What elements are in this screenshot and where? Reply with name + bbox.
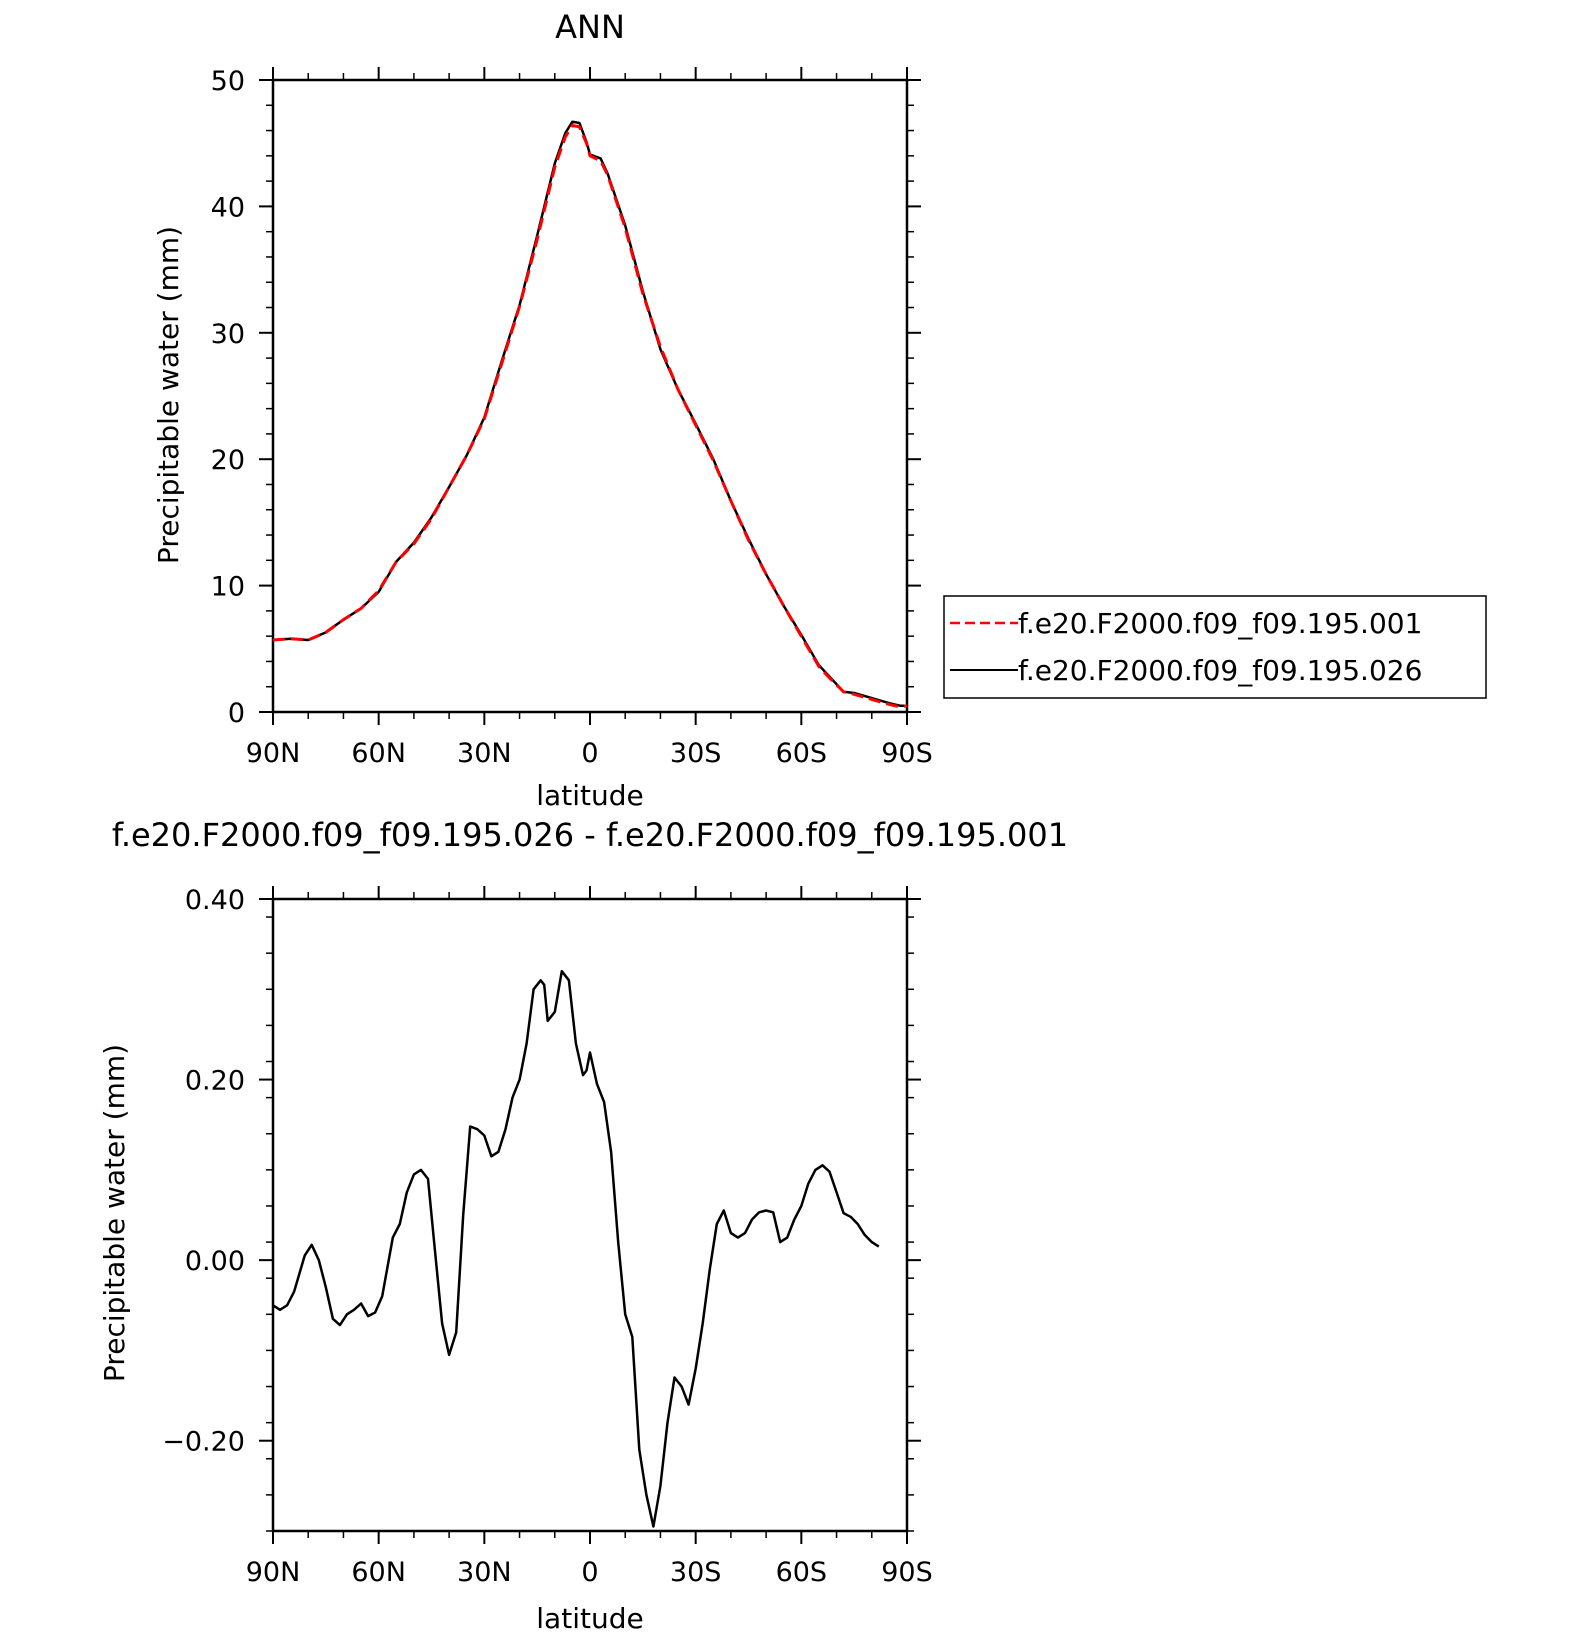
- top-y-tick-label: 30: [211, 319, 245, 350]
- bottom-y-axis-label: Precipitable water (mm): [98, 1044, 131, 1382]
- bottom-x-tick-label: 60N: [351, 1557, 406, 1588]
- bottom-y-tick-label: 0.40: [185, 885, 245, 916]
- bottom-x-axis-label: latitude: [536, 1602, 643, 1635]
- top-y-tick-label: 50: [211, 66, 245, 97]
- top-x-tick-label: 90S: [881, 738, 933, 769]
- bottom-y-tick-label: 0.20: [185, 1066, 245, 1097]
- top-x-tick-label: 0: [581, 738, 598, 769]
- bottom-plot-area: 90N 60N 30N 0 30S 60S 90S −0.20 0.00 0.20 0.40: [162, 885, 933, 1588]
- top-x-tick-label: 30S: [670, 738, 722, 769]
- top-plot-area: 90N 60N 30N 0 30S 60S 90S 0 10 20 30 40 50: [211, 66, 933, 769]
- top-x-tick-label: 90N: [246, 738, 301, 769]
- bottom-x-tick-label: 30S: [670, 1557, 722, 1588]
- bottom-x-tick-label: 90S: [881, 1557, 933, 1588]
- top-x-tick-label: 60S: [776, 738, 828, 769]
- top-plot-frame: [271, 78, 909, 714]
- legend: f.e20.F2000.f09_f09.195.001 f.e20.F2000.…: [943, 595, 1487, 699]
- bottom-x-tick-label: 90N: [246, 1557, 301, 1588]
- bottom-plot-frame: [271, 897, 909, 1533]
- legend-label-series-1: f.e20.F2000.f09_f09.195.001: [1018, 607, 1422, 640]
- bottom-series-line-1: [272, 969, 880, 1528]
- top-x-tick-label: 60N: [351, 738, 406, 769]
- top-series-line-2: [272, 120, 907, 707]
- top-x-tick-label: 30N: [457, 738, 512, 769]
- top-y-tick-label: 20: [211, 445, 245, 476]
- bottom-y-tick-label: 0.00: [185, 1246, 245, 1277]
- bottom-line-chart: f.e20.F2000.f09_f09.195.026 - f.e20.F200…: [98, 816, 1068, 1635]
- top-y-axis-label: Precipitable water (mm): [152, 226, 185, 564]
- top-series-line-1: [272, 124, 908, 709]
- top-chart-title: ANN: [555, 8, 625, 46]
- top-y-tick-label: 0: [228, 698, 245, 729]
- bottom-x-tick-label: 30N: [457, 1557, 512, 1588]
- top-y-tick-label: 40: [211, 192, 245, 223]
- top-y-tick-label: 10: [211, 572, 245, 603]
- bottom-x-tick-label: 0: [581, 1557, 598, 1588]
- top-x-axis-label: latitude: [536, 779, 643, 812]
- top-line-chart: ANN 90N 60N 30N 0 30S 60S 90S 0 10 20 30 40 50 latit…: [152, 8, 1487, 812]
- legend-box: [943, 595, 1487, 699]
- legend-label-series-2: f.e20.F2000.f09_f09.195.026: [1018, 654, 1422, 687]
- bottom-chart-title: f.e20.F2000.f09_f09.195.026 - f.e20.F200…: [112, 816, 1068, 854]
- bottom-x-tick-label: 60S: [776, 1557, 828, 1588]
- bottom-y-tick-label: −0.20: [162, 1427, 245, 1458]
